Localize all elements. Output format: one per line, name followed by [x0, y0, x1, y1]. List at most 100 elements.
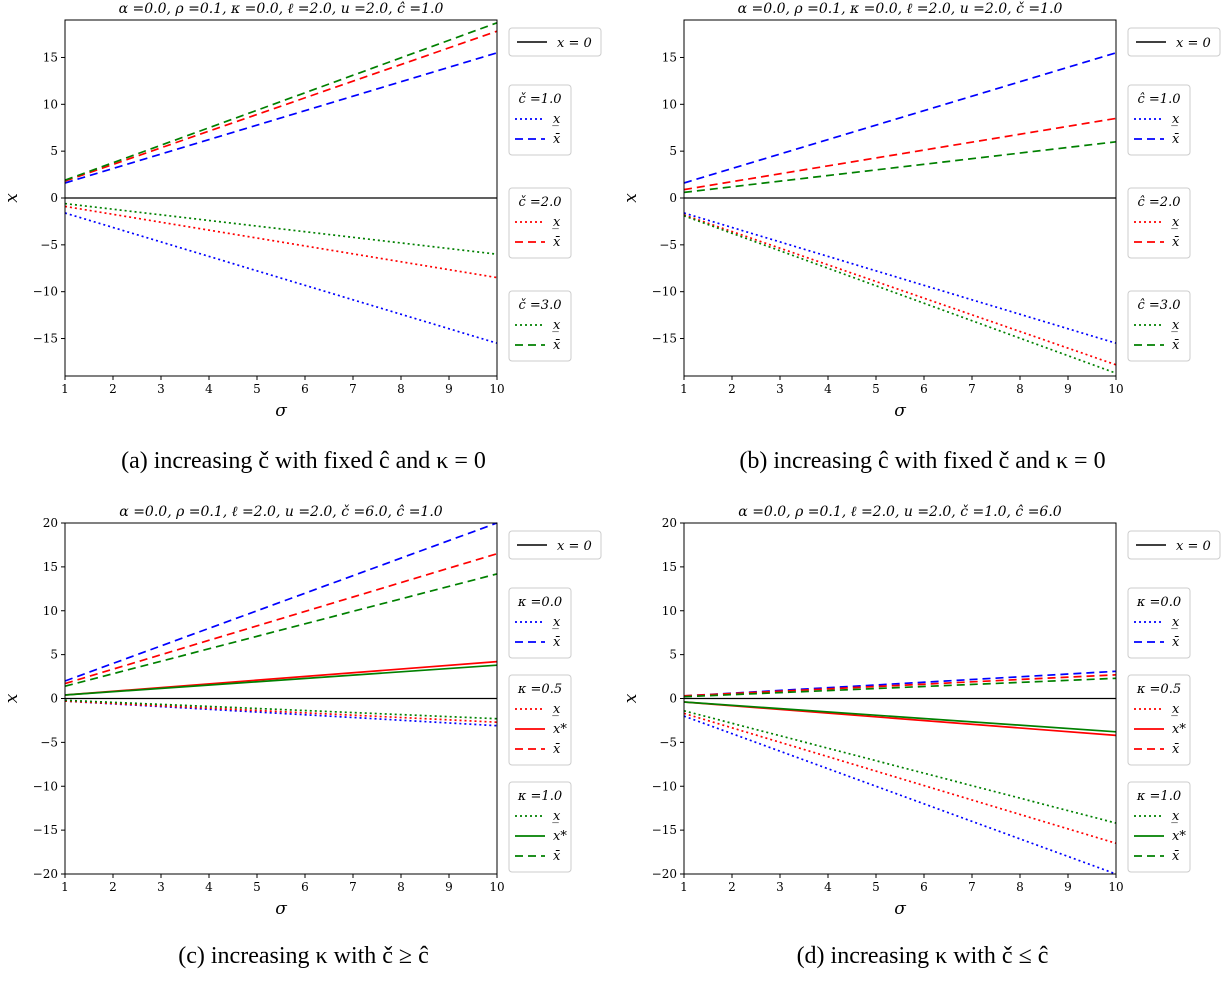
x-tick-label: 2 — [728, 880, 736, 894]
legend-entry-label: x̄ — [1172, 635, 1180, 650]
legend-title: ĉ =1.0 — [1138, 92, 1181, 107]
legend-entry-label: x̲ — [1171, 615, 1180, 630]
x-tick-label: 8 — [1016, 382, 1024, 396]
series-line-dashed — [683, 677, 1117, 698]
legend-entry-label: x̲ — [1171, 809, 1180, 824]
chart-title: α =0.0, ρ =0.1, κ =0.0, ℓ =2.0, u =2.0, … — [119, 1, 444, 17]
legend-box — [508, 187, 572, 259]
legend-title: č =3.0 — [519, 298, 562, 313]
legend-entry-label: x̄ — [553, 635, 561, 650]
x-axis-label: σ — [275, 401, 287, 421]
legend-entry-label: x̄ — [1172, 338, 1180, 353]
legend-zero-label: x = 0 — [557, 539, 592, 554]
legend-entry-label: x̄ — [553, 742, 561, 757]
x-tick-label: 3 — [157, 382, 165, 396]
x-tick-label: 10 — [1108, 382, 1123, 396]
series-line-solid — [64, 664, 498, 696]
series-line-dotted — [683, 709, 1117, 824]
legend-entry-label: x̄ — [553, 338, 561, 353]
legend-entry-label: x̲ — [552, 615, 561, 630]
series-line-dotted — [683, 215, 1117, 374]
series-line-dotted — [64, 699, 498, 720]
x-tick-label: 5 — [253, 382, 261, 396]
chart-panel-1: α =0.0, ρ =0.1, κ =0.0, ℓ =2.0, u =2.0, … — [2, 1, 602, 421]
x-tick-label: 5 — [872, 382, 880, 396]
series-line-dotted — [683, 212, 1117, 345]
y-tick-label: 0 — [50, 692, 58, 706]
series-line-dotted — [683, 712, 1117, 845]
chart-panel-3: α =0.0, ρ =0.1, ℓ =2.0, u =2.0, č =6.0, … — [2, 504, 602, 919]
y-tick-label: 15 — [662, 560, 677, 574]
series-line-dotted — [683, 214, 1117, 366]
legend-box — [508, 781, 572, 873]
series-line-dotted — [683, 715, 1117, 875]
x-tick-label: 8 — [397, 382, 405, 396]
x-tick-label: 8 — [397, 880, 405, 894]
x-tick-label: 4 — [824, 382, 832, 396]
series-line-dashed — [64, 573, 498, 688]
figure-caption: (b) increasing ĉ with fixed č and κ = 0 — [739, 448, 1106, 474]
x-tick-label: 6 — [920, 382, 928, 396]
legend-box — [1127, 674, 1191, 766]
x-tick-label: 7 — [968, 880, 976, 894]
y-tick-label: 10 — [662, 604, 677, 618]
y-tick-label: −20 — [33, 867, 58, 881]
figure-caption: (a) increasing č with fixed ĉ and κ = 0 — [121, 448, 486, 474]
legend-box — [1127, 290, 1191, 362]
legend-entry-label: x̄ — [1172, 132, 1180, 147]
x-tick-label: 9 — [445, 880, 453, 894]
legend-group-3: κ =1.0 x̲ x* x̄ — [508, 781, 572, 873]
legend-entry-label: x̲ — [552, 809, 561, 824]
y-tick-label: 0 — [669, 191, 677, 205]
legend-box — [508, 674, 572, 766]
legend-group-1: κ =0.0 x̲ x̄ — [1127, 587, 1191, 659]
legend-group-1: č =1.0 x̲ x̄ — [508, 84, 572, 156]
legend-title: č =1.0 — [519, 92, 562, 107]
series-line-dotted — [64, 205, 498, 279]
legend-group-1: κ =0.0 x̲ x̄ — [508, 587, 572, 659]
y-tick-label: 20 — [43, 516, 58, 530]
y-tick-label: 5 — [50, 648, 58, 662]
series-line-dashed — [683, 140, 1117, 194]
x-tick-label: 4 — [824, 880, 832, 894]
chart-title: α =0.0, ρ =0.1, ℓ =2.0, u =2.0, č =1.0, … — [738, 504, 1061, 520]
legend-group-2: ĉ =2.0 x̲ x̄ — [1127, 187, 1191, 259]
chart-panel-4: α =0.0, ρ =0.1, ℓ =2.0, u =2.0, č =1.0, … — [621, 504, 1221, 919]
legend-title: č =2.0 — [519, 195, 562, 210]
y-tick-label: 15 — [662, 50, 677, 64]
x-tick-label: 9 — [445, 382, 453, 396]
legend-zero: x = 0 — [1127, 530, 1221, 560]
y-tick-label: −10 — [652, 285, 677, 299]
x-axis-label: σ — [894, 401, 906, 421]
legend-group-3: ĉ =3.0 x̲ x̄ — [1127, 290, 1191, 362]
y-tick-label: −10 — [33, 779, 58, 793]
series-line-dashed — [683, 673, 1117, 697]
series-line-dashed — [64, 51, 498, 184]
legend-entry-label: x̲ — [552, 215, 561, 230]
legend-box — [508, 530, 602, 560]
legend-entry-label: x̄ — [553, 132, 561, 147]
legend-box — [508, 84, 572, 156]
legend-entry-label: x̲ — [552, 318, 561, 333]
series-line-dashed — [64, 30, 498, 182]
y-tick-label: −20 — [652, 867, 677, 881]
y-tick-label: 15 — [43, 560, 58, 574]
legend-box — [1127, 27, 1221, 57]
x-tick-label: 7 — [968, 382, 976, 396]
x-tick-label: 3 — [157, 880, 165, 894]
legend-zero-label: x = 0 — [557, 36, 592, 51]
x-tick-label: 7 — [349, 382, 357, 396]
legend-entry-label: x̲ — [1171, 112, 1180, 127]
legend-box — [508, 587, 572, 659]
y-tick-label: 10 — [662, 97, 677, 111]
y-tick-label: 20 — [662, 516, 677, 530]
legend-title: κ =1.0 — [1136, 789, 1181, 804]
legend-title: κ =0.5 — [517, 682, 562, 697]
x-axis-label: σ — [275, 899, 287, 919]
y-tick-label: 0 — [50, 191, 58, 205]
legend-entry-label: x̲ — [1171, 215, 1180, 230]
y-tick-label: −5 — [659, 238, 677, 252]
x-tick-label: 7 — [349, 880, 357, 894]
y-axis-label: x — [2, 693, 22, 703]
legend-group-3: č =3.0 x̲ x̄ — [508, 290, 572, 362]
